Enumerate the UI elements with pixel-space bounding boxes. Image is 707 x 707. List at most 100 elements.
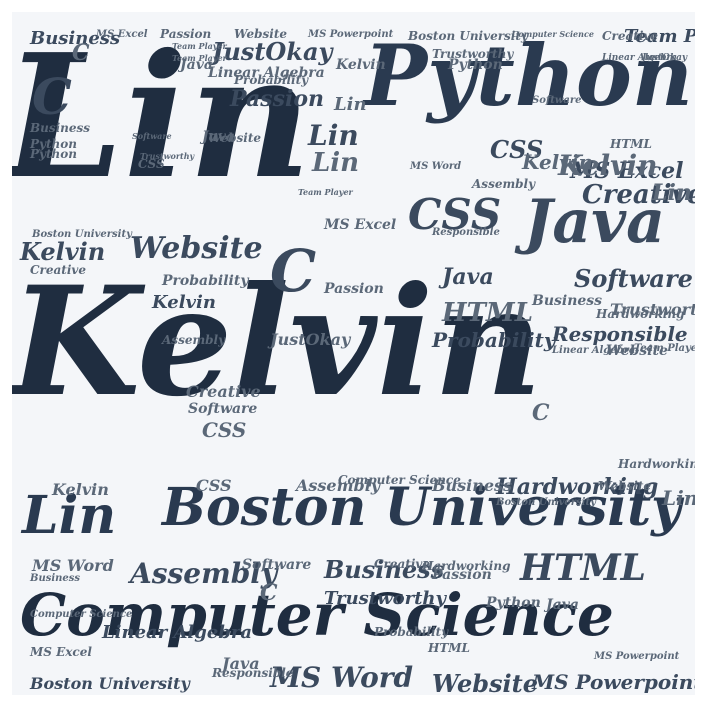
fill-word: Team Player: [172, 41, 227, 51]
word-css-small: CSS: [490, 135, 544, 164]
word-boston-university-small: Boston University: [30, 674, 190, 693]
word-css-medium: CSS: [408, 190, 502, 239]
word-creative: Creative: [582, 180, 695, 210]
fill-word: Trustworthy: [610, 300, 695, 319]
fill-word: Boston University: [496, 497, 596, 508]
word-ms-powerpoint: MS Powerpoint: [532, 670, 695, 694]
word-html-medium: HTML: [520, 547, 646, 589]
fill-word: Computer Science: [30, 609, 133, 620]
fill-word: Team Player: [172, 53, 227, 63]
fill-word: Business: [30, 573, 81, 584]
word-kelvin-small: Kelvin: [20, 237, 106, 266]
fill-word: JustOkay: [270, 330, 351, 349]
fill-word: MS Powerpoint: [594, 651, 680, 662]
fill-word: Trustworthy: [140, 151, 195, 161]
word-justokay: JustOkay: [212, 37, 333, 66]
fill-word: Software: [188, 401, 258, 417]
fill-word: Team Player: [634, 343, 695, 354]
fill-word: Java: [180, 57, 213, 73]
fill-word: Computer Science: [338, 473, 461, 487]
word-website-medium: Website: [130, 231, 263, 266]
fill-word: Website: [598, 479, 652, 493]
fill-word: Assembly: [296, 476, 381, 495]
word-team-player: Team Player: [624, 26, 695, 47]
fill-word: Website: [208, 131, 262, 145]
fill-word: Lin: [652, 180, 692, 206]
word-responsible: Responsible: [552, 322, 688, 346]
fill-word: MS Word: [410, 161, 462, 172]
fill-word: Lin: [334, 94, 367, 115]
word-passion: Passion: [230, 86, 325, 112]
fill-word: Java: [222, 654, 260, 673]
word-computer-science: Computer Science: [20, 581, 614, 649]
fill-word: Responsible: [212, 666, 294, 680]
fill-word: CSS: [138, 157, 165, 171]
fill-word: Python: [486, 595, 541, 611]
word-trustworthy: Trustworthy: [324, 588, 446, 609]
fill-word: Probability: [162, 273, 249, 289]
fill-word: Python: [30, 137, 77, 151]
fill-word: Business: [432, 476, 513, 495]
word-kelvin-medium: Kelvin: [152, 292, 216, 313]
word-lin-large: Lin: [12, 17, 312, 217]
fill-word: Creative: [30, 263, 86, 277]
fill-word: Hardworking: [422, 559, 511, 573]
fill-word: MS Word: [32, 556, 114, 575]
fill-word: Software: [242, 557, 312, 573]
fill-word: Website: [234, 27, 288, 41]
fill-word: Linear Algebra: [208, 65, 325, 81]
word-lin-small: Lin: [308, 119, 359, 152]
fill-word: CSS: [202, 418, 247, 442]
fill-word: Trustworthy: [432, 47, 514, 61]
word-linear-algebra: Linear Algebra: [102, 622, 253, 643]
word-java-small: Java: [442, 264, 494, 290]
word-kelvin-large: Kelvin: [12, 254, 543, 430]
fill-word: Hardworking: [596, 307, 685, 321]
fill-word: Kelvin: [336, 57, 386, 73]
fill-word: C: [72, 40, 90, 66]
fill-word: C: [260, 580, 278, 606]
fill-word: JustOkay: [642, 53, 688, 63]
fill-word: Team Player: [298, 187, 353, 197]
fill-word: HTML: [610, 137, 652, 151]
fill-word: Boston University: [32, 229, 132, 240]
fill-word: Assembly: [162, 333, 226, 347]
fill-word: Linear Algebra: [602, 53, 678, 63]
fill-word: HTML: [428, 641, 470, 655]
fill-word: Business: [532, 293, 603, 309]
word-ms-excel: MS Excel: [570, 158, 684, 184]
fill-word: Hardworking: [618, 457, 695, 471]
word-assembly: Assembly: [130, 557, 278, 590]
fill-word: Business: [30, 121, 91, 135]
fill-word: C: [532, 400, 550, 426]
fill-word: MS Excel: [324, 217, 397, 233]
word-ms-word: MS Word: [270, 661, 414, 694]
word-software: Software: [574, 264, 693, 293]
fill-word: MS Excel: [30, 645, 92, 659]
fill-word: Computer Science: [512, 29, 594, 39]
fill-word: Passion: [432, 567, 492, 583]
fill-word: Creative: [374, 557, 430, 571]
fill-word: Passion: [324, 281, 384, 297]
fill-word: Responsible: [432, 227, 500, 238]
fill-word: Python: [30, 147, 77, 161]
fill-word: Probability: [234, 73, 309, 87]
fill-word: HTML: [442, 298, 533, 328]
fill-word: Linear Algebra: [552, 345, 636, 356]
fill-word: Software: [132, 131, 172, 141]
fill-word: Boston University: [408, 29, 528, 43]
fill-word: Java: [202, 129, 235, 145]
fill-word: Python: [448, 57, 503, 73]
word-business-small: Business: [30, 28, 121, 49]
fill-word: Lin: [662, 486, 695, 510]
word-hardworking: Hardworking: [496, 474, 659, 500]
fill-word: Kelvin: [522, 150, 594, 174]
fill-word: Website: [606, 343, 668, 359]
fill-word: Passion: [160, 27, 212, 41]
word-lin-medium: Lin: [22, 485, 117, 546]
word-website-small: Website: [432, 669, 539, 696]
fill-word: Kelvin: [52, 480, 109, 499]
word-c-1: C: [270, 237, 317, 305]
fill-word: Creative: [602, 29, 658, 43]
fill-word: Assembly: [472, 177, 536, 191]
